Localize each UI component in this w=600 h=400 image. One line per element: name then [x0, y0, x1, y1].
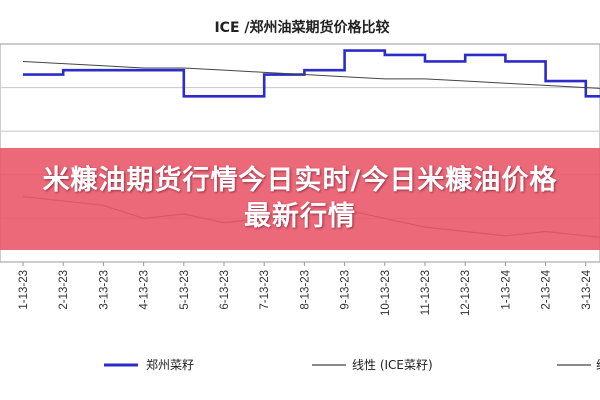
x-tick-label: 4-13-23: [139, 270, 151, 310]
headline-banner: 米糠油期货行情今日实时/今日米糠油价格最新行情: [0, 148, 600, 250]
x-tick-label: 5-13-23: [179, 270, 191, 310]
legend-label-third: 线: [596, 358, 600, 372]
x-tick-label: 12-13-23: [460, 270, 472, 316]
series-line-1: [22, 60, 600, 89]
x-tick-label: 10-13-23: [380, 270, 392, 316]
headline-text: 米糠油期货行情今日实时/今日米糠油价格最新行情: [42, 165, 558, 232]
x-tick-label: 3-13-24: [581, 269, 593, 309]
x-tick-label: 1-13-23: [18, 270, 30, 310]
series-line-0: [23, 49, 600, 98]
x-tick-label: 1-13-24: [500, 269, 512, 309]
chart-title: ICE /郑州油菜期货价格比较: [214, 19, 389, 36]
x-tick-label: 6-13-23: [219, 270, 231, 310]
x-tick-label: 9-13-23: [340, 270, 352, 310]
legend-label-trend: 线性 (ICE菜籽): [352, 358, 433, 372]
legend-label-zhengzhou: 郑州菜籽: [146, 357, 194, 372]
x-axis-ticks: 1-13-23 2-13-23 3-13-23 4-13-23 5-13-23 6-13-…: [18, 262, 593, 316]
x-tick-label: 11-13-23: [420, 270, 432, 315]
legend: 郑州菜籽 线性 (ICE菜籽) 线: [104, 357, 600, 372]
x-tick-label: 2-13-23: [58, 270, 70, 310]
x-tick-label: 8-13-23: [299, 270, 311, 310]
plot-frame: [0, 43, 600, 263]
x-tick-label: 7-13-23: [259, 270, 271, 310]
x-tick-label: 3-13-23: [98, 270, 110, 310]
x-tick-label: 2-13-24: [541, 269, 553, 309]
